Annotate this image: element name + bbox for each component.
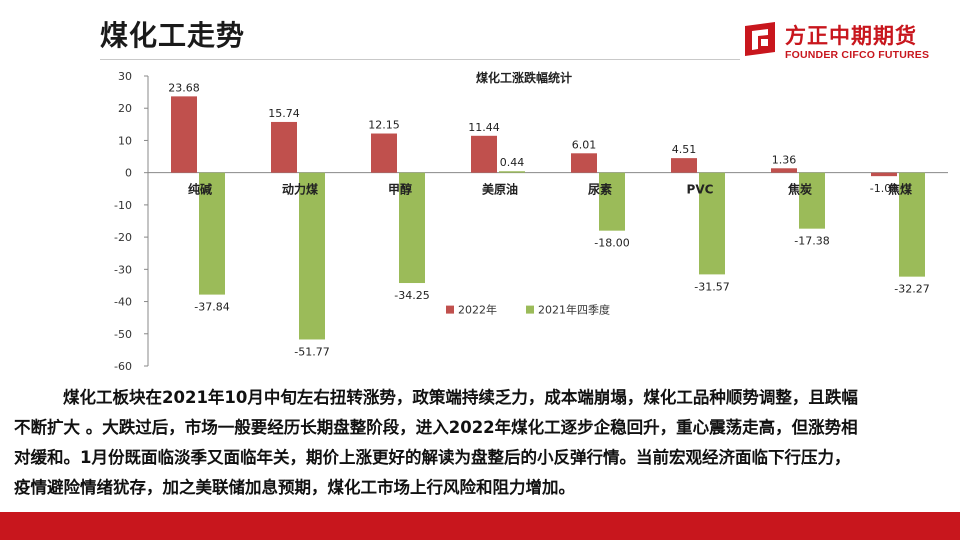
y-tick-label: -60 [114, 360, 132, 372]
bar-2022 [571, 153, 597, 173]
y-tick-label: -20 [114, 231, 132, 244]
footer-bar [0, 512, 960, 540]
legend-swatch [526, 305, 534, 314]
category-label: 美原油 [482, 182, 518, 197]
category-label: 纯碱 [188, 182, 212, 197]
legend-label: 2021年四季度 [538, 303, 610, 317]
legend-label: 2022年 [458, 303, 497, 317]
data-label: 11.44 [468, 121, 500, 134]
data-label: 23.68 [168, 81, 200, 94]
bar-2022 [371, 133, 397, 173]
bar-2021q4 [799, 172, 825, 229]
bar-2021q4 [899, 172, 925, 277]
y-tick-label: -30 [114, 263, 132, 276]
paragraph-line: 煤化工板块在2021年10月中旬左右扭转涨势，政策端持续乏力，成本端崩塌，煤化工… [63, 388, 858, 407]
logo-text-cn: 方正中期期货 [785, 24, 917, 48]
data-label: -32.27 [894, 283, 929, 296]
category-label: 甲醇 [388, 182, 412, 197]
y-tick-label: -40 [114, 296, 132, 309]
category-label: 焦煤 [887, 182, 912, 197]
data-label: 0.44 [500, 156, 525, 169]
y-tick-label: 30 [118, 70, 132, 83]
header-divider [100, 59, 740, 60]
chart-title: 煤化工涨跌幅统计 [476, 70, 572, 85]
y-tick-label: 0 [125, 167, 132, 180]
data-label: 6.01 [572, 138, 597, 151]
page-title: 煤化工走势 [100, 19, 246, 52]
data-label: -37.84 [194, 301, 229, 314]
data-label: 15.74 [268, 107, 300, 120]
legend-swatch [446, 305, 454, 314]
data-label: -51.77 [294, 345, 329, 358]
bar-2021q4 [499, 171, 525, 173]
paragraph-line: 不断扩大 。大跌过后，市场一般要经历长期盘整阶段，进入2022年煤化工逐步企稳回… [14, 418, 858, 437]
company-logo: 方正中期期货 FOUNDER CIFCO FUTURES [745, 16, 950, 66]
data-label: 1.36 [772, 153, 797, 166]
analysis-paragraph: 煤化工板块在2021年10月中旬左右扭转涨势，政策端持续乏力，成本端崩塌，煤化工… [14, 383, 960, 503]
y-tick-label: 10 [118, 134, 132, 147]
y-tick-label: -10 [114, 199, 132, 212]
data-label: 12.15 [368, 119, 400, 132]
y-tick-label: 20 [118, 102, 132, 115]
category-label: 动力煤 [282, 182, 318, 197]
bar-2021q4 [299, 172, 325, 340]
bar-2021q4 [599, 172, 625, 231]
data-label: -18.00 [594, 237, 629, 250]
data-label: -34.25 [394, 289, 429, 302]
paragraph-line: 对缓和。1月份既面临淡季又面临年关，期价上涨更好的解读为盘整后的小反弹行情。当前… [14, 448, 851, 467]
bar-2022 [471, 135, 497, 173]
data-label: -1.08 [870, 182, 898, 195]
data-label: -17.38 [794, 235, 829, 248]
bar-2022 [171, 96, 197, 173]
bar-2022 [271, 121, 297, 173]
category-label: 焦炭 [787, 182, 812, 197]
bar-2021q4 [399, 172, 425, 284]
y-tick-label: -50 [114, 328, 132, 341]
bar-2022 [671, 158, 697, 173]
bar-2021q4 [199, 172, 225, 295]
data-label: -31.57 [694, 280, 729, 293]
category-label: PVC [687, 183, 714, 197]
coal-chemical-chart: 煤化工涨跌幅统计 30 20 10 0 -10 -20 -30 -40 -50 -60 23.68… [114, 70, 948, 372]
category-label: 尿素 [588, 182, 612, 197]
paragraph-line: 疫情避险情绪犹存，加之美联储加息预期，煤化工市场上行风险和阻力增加。 [14, 478, 575, 497]
founder-logo-icon [745, 22, 775, 56]
logo-text-en: FOUNDER CIFCO FUTURES [785, 49, 930, 61]
bar-2022 [871, 172, 897, 177]
bar-2022 [771, 168, 797, 173]
data-label: 4.51 [672, 143, 697, 156]
bar-2021q4 [699, 172, 725, 275]
